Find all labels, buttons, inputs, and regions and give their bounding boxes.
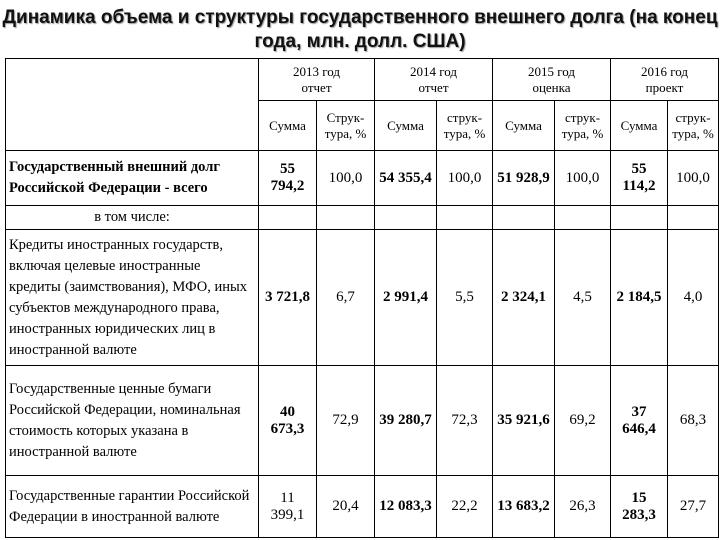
cell-sum: 39 280,7 [374,365,437,476]
header-row-years: 2013 год отчет 2014 год отчет 2015 год о… [5,58,719,151]
cell-structure: 4,5 [554,229,611,366]
empty-cell [610,205,668,230]
table-row: Государственные ценные бумаги Российской… [5,365,719,476]
cell-structure: 6,7 [316,229,375,366]
cell-structure: 72,9 [316,365,375,476]
year-status: проект [645,79,684,95]
table-row: Государственные гарантии Российской Феде… [5,475,719,538]
cell-structure: 20,4 [316,475,375,538]
cell-sum: 2 324,1 [492,229,555,366]
cell-structure: 26,3 [554,475,611,538]
table-row: в том числе: [5,205,719,230]
subheader-structure: струк- тура, % [436,100,493,151]
year-label: 2015 год [528,63,575,79]
cell-structure: 100,0 [316,150,375,206]
year-status: оценка [532,79,571,95]
empty-cell [316,205,375,230]
cell-sum: 35 921,6 [492,365,555,476]
empty-cell [258,205,317,230]
row-label-in-that-number: в том числе: [5,205,259,230]
cell-structure: 27,7 [667,475,719,538]
cell-structure: 68,3 [667,365,719,476]
year-label: 2013 год [293,63,340,79]
header-year-2015: 2015 год оценка [492,58,611,101]
subheader-sum: Сумма [258,100,317,151]
empty-cell [554,205,611,230]
header-corner-cell [5,58,259,151]
header-year-2016: 2016 год проект [610,58,719,101]
year-label: 2016 год [641,63,688,79]
empty-cell [436,205,493,230]
row-label-securities: Государственные ценные бумаги Российской… [5,365,259,476]
subheader-structure: струк- тура, % [667,100,719,151]
cell-structure: 100,0 [554,150,611,206]
cell-sum: 15 283,3 [610,475,668,538]
empty-cell [492,205,555,230]
subheader-sum: Сумма [610,100,668,151]
cell-structure: 100,0 [436,150,493,206]
debt-table: 2013 год отчет 2014 год отчет 2015 год о… [5,58,719,538]
cell-sum: 3 721,8 [258,229,317,366]
cell-sum: 51 928,9 [492,150,555,206]
empty-cell [374,205,437,230]
year-status: отчет [301,79,332,95]
row-label-foreign-credits: Кредиты иностранных государств, включая … [5,229,259,366]
year-status: отчет [418,79,449,95]
cell-structure: 69,2 [554,365,611,476]
cell-structure: 22,2 [436,475,493,538]
table-row: Кредиты иностранных государств, включая … [5,229,719,366]
cell-structure: 72,3 [436,365,493,476]
header-year-2013: 2013 год отчет [258,58,375,101]
subheader-sum: Сумма [492,100,555,151]
cell-sum: 12 083,3 [374,475,437,538]
header-year-2014: 2014 год отчет [374,58,493,101]
cell-sum: 55 114,2 [610,150,668,206]
empty-cell [667,205,719,230]
row-label-total: Государственный внешний долг Российской … [5,150,259,206]
cell-structure: 4,0 [667,229,719,366]
cell-sum: 11 399,1 [258,475,317,538]
page-title: Динамика объема и структуры государствен… [2,7,718,52]
row-label-guarantees: Государственные гарантии Российской Феде… [5,475,259,538]
subheader-structure: Струк- тура, % [316,100,375,151]
cell-sum: 40 673,3 [258,365,317,476]
cell-sum: 37 646,4 [610,365,668,476]
cell-structure: 100,0 [667,150,719,206]
cell-sum: 54 355,4 [374,150,437,206]
cell-sum: 13 683,2 [492,475,555,538]
subheader-sum: Сумма [374,100,437,151]
cell-sum: 55 794,2 [258,150,317,206]
table-row: Государственный внешний долг Российской … [5,150,719,206]
subheader-structure: струк- тура, % [554,100,611,151]
header-row-subheaders: Сумма Струк- тура, % Сумма струк- тура, … [6,100,719,151]
cell-sum: 2 184,5 [610,229,668,366]
cell-structure: 5,5 [436,229,493,366]
cell-sum: 2 991,4 [374,229,437,366]
year-label: 2014 год [410,63,457,79]
